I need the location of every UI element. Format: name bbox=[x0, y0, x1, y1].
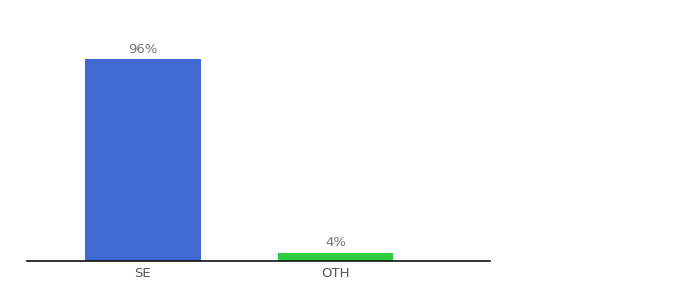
Bar bbox=[277, 253, 393, 261]
Text: 96%: 96% bbox=[128, 43, 158, 56]
Bar bbox=[85, 59, 201, 261]
Text: 4%: 4% bbox=[325, 236, 346, 250]
